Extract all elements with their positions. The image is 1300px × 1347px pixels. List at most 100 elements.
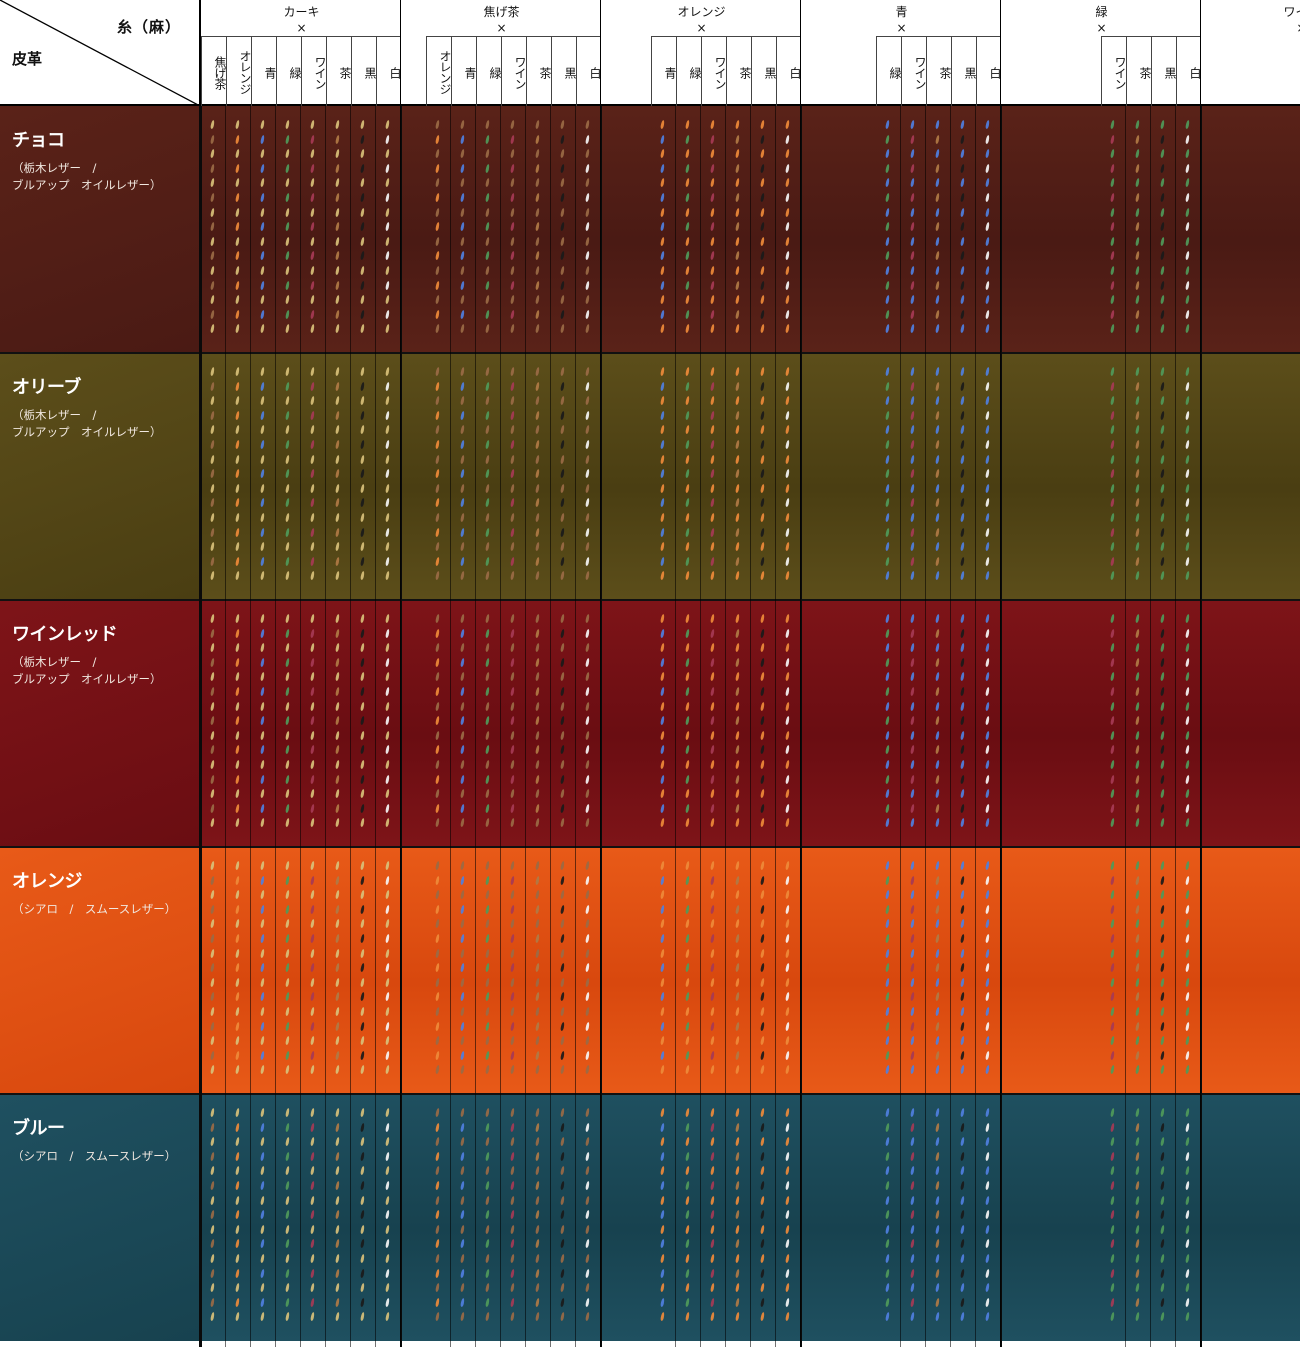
stitch-mark	[1109, 628, 1115, 638]
stitch-mark	[984, 395, 990, 406]
stitch-mark	[959, 774, 965, 784]
stitch-mark	[234, 1209, 240, 1220]
stitch-column-divider	[500, 106, 501, 1347]
stitch-mark	[934, 178, 940, 188]
stitch-mark	[759, 686, 765, 697]
stitch-mark	[509, 1253, 515, 1264]
stitch-mark	[759, 672, 765, 682]
stitch-mark	[709, 933, 715, 944]
stitch-mark	[459, 686, 465, 697]
stitch-mark	[934, 1224, 940, 1235]
stitch-mark	[659, 962, 665, 973]
leather-name: ブルー	[12, 1118, 65, 1139]
stitch-sample	[534, 1107, 540, 1327]
stitch-mark	[509, 642, 515, 653]
stitch-mark	[784, 395, 790, 406]
stitch-mark	[284, 1239, 290, 1249]
stitch-mark	[934, 759, 940, 770]
stitch-sample	[1134, 613, 1140, 833]
stitch-mark	[334, 1006, 340, 1017]
stitch-sample	[559, 1107, 565, 1327]
stitch-mark	[709, 294, 715, 305]
thread-sub-label: 黒	[363, 66, 377, 78]
stitch-mark	[1184, 1035, 1190, 1046]
stitch-mark	[284, 512, 290, 523]
stitch-mark	[384, 1209, 390, 1220]
stitch-mark	[284, 1166, 290, 1176]
stitch-mark	[909, 774, 915, 784]
stitch-mark	[709, 498, 715, 508]
stitch-mark	[584, 1166, 590, 1176]
stitch-mark	[959, 628, 965, 638]
stitch-mark	[584, 948, 590, 958]
stitch-mark	[284, 236, 290, 247]
stitch-mark	[334, 309, 340, 320]
stitch-mark	[259, 1253, 265, 1264]
stitch-mark	[709, 642, 715, 653]
stitch-mark	[284, 860, 290, 871]
stitch-mark	[759, 962, 765, 973]
stitch-sample	[534, 119, 540, 339]
stitch-mark	[1109, 1253, 1115, 1264]
stitch-mark	[759, 875, 765, 885]
stitch-mark	[709, 759, 715, 770]
stitch-mark	[934, 977, 940, 988]
stitch-mark	[234, 192, 240, 203]
stitch-mark	[984, 701, 990, 711]
stitch-mark	[484, 1035, 490, 1046]
stitch-mark	[484, 148, 490, 159]
stitch-mark	[984, 498, 990, 508]
stitch-mark	[384, 324, 390, 334]
stitch-mark	[884, 294, 890, 305]
stitch-mark	[1184, 818, 1190, 828]
stitch-mark	[684, 324, 690, 334]
stitch-mark	[384, 192, 390, 203]
stitch-mark	[559, 1180, 565, 1191]
stitch-mark	[434, 1136, 440, 1147]
stitch-mark	[709, 1239, 715, 1249]
stitch-mark	[209, 1239, 215, 1249]
stitch-mark	[284, 439, 290, 450]
stitch-mark	[759, 280, 765, 290]
stitch-column-divider	[1000, 106, 1001, 1347]
stitch-mark	[284, 119, 290, 130]
stitch-mark	[709, 454, 715, 464]
stitch-mark	[884, 657, 890, 668]
stitch-mark	[1109, 1021, 1115, 1031]
stitch-mark	[334, 759, 340, 770]
stitch-sample	[984, 860, 990, 1080]
stitch-mark	[884, 192, 890, 203]
stitch-mark	[1184, 324, 1190, 334]
stitch-mark	[584, 439, 590, 450]
stitch-mark	[534, 395, 540, 406]
leather-name: オリーブ	[12, 377, 81, 398]
stitch-mark	[584, 324, 590, 334]
stitch-mark	[1109, 860, 1115, 871]
stitch-mark	[759, 512, 765, 523]
stitch-mark	[359, 803, 365, 814]
stitch-mark	[659, 948, 665, 958]
stitch-mark	[734, 759, 740, 770]
thread-sub-label: ワイン	[513, 55, 527, 89]
stitch-mark	[1184, 498, 1190, 508]
stitch-mark	[509, 309, 515, 320]
thread-sub-header: ワイン	[501, 36, 527, 106]
stitch-mark	[734, 221, 740, 232]
stitch-mark	[284, 1065, 290, 1075]
stitch-mark	[334, 498, 340, 508]
stitch-mark	[759, 1209, 765, 1220]
stitch-mark	[784, 889, 790, 900]
stitch-mark	[734, 324, 740, 334]
stitch-mark	[984, 527, 990, 537]
stitch-mark	[484, 1297, 490, 1308]
stitch-mark	[284, 715, 290, 726]
thread-sub-label: 青	[663, 66, 677, 78]
stitch-mark	[459, 324, 465, 334]
stitch-mark	[1159, 730, 1165, 741]
stitch-mark	[584, 309, 590, 320]
stitch-mark	[1134, 803, 1140, 814]
stitch-mark	[784, 642, 790, 653]
stitch-mark	[959, 1107, 965, 1118]
stitch-mark	[1159, 1107, 1165, 1118]
stitch-sample	[384, 613, 390, 833]
